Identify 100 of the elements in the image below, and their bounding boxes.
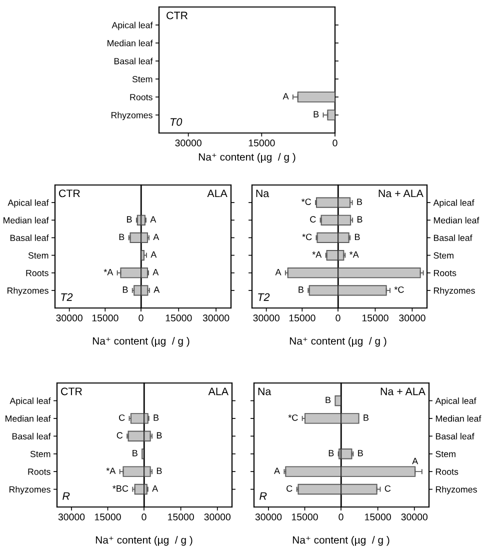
annotation: T2 xyxy=(258,293,270,301)
annotation: *C xyxy=(302,234,312,240)
annotation: R xyxy=(260,492,267,500)
annotation: B xyxy=(358,450,363,456)
x-axis-title: Na⁺ content (µg / g ) xyxy=(92,337,190,347)
annotation: B xyxy=(156,432,162,438)
y-tick-label: Median leaf xyxy=(4,216,49,224)
annotation: *C xyxy=(394,286,404,293)
y-tick-label: Stem xyxy=(30,450,50,458)
annotation: *A xyxy=(104,268,114,276)
y-tick-label: Basal leaf xyxy=(114,58,153,64)
annotation: C xyxy=(116,432,123,439)
x-axis-title: Na⁺ content (µg / g ) xyxy=(96,536,192,546)
x-axis-title: Na⁺ content (µg / g ) xyxy=(290,337,386,347)
annotation: *A xyxy=(349,251,359,258)
x-tick-label: 0 xyxy=(336,314,340,322)
annotation: Na + ALA xyxy=(380,388,426,396)
y-tick-label: Apical leaf xyxy=(112,22,153,30)
y-tick-label: Basal leaf xyxy=(12,432,51,440)
y-tick-label: Rhyzomes xyxy=(9,486,50,494)
x-tick-label: 30000 xyxy=(255,514,282,520)
annotation: *BC xyxy=(112,485,128,492)
annotation: *C xyxy=(288,414,298,421)
annotation: Na + ALA xyxy=(378,190,424,198)
annotation: ALA xyxy=(207,190,228,198)
annotation: CTR xyxy=(166,12,188,20)
annotation: B xyxy=(119,234,124,240)
x-tick-label: 15000 xyxy=(362,314,388,322)
x-tick-label: 0 xyxy=(142,514,146,520)
annotation: ALA xyxy=(208,388,228,396)
y-tick-label: Stem xyxy=(434,252,454,259)
y-tick-label: Apical leaf xyxy=(8,199,49,208)
annotation: R xyxy=(62,492,70,500)
x-tick-label: 30000 xyxy=(56,314,82,322)
annotation: B xyxy=(122,286,128,293)
x-axis-title: Na⁺ content (µg / g ) xyxy=(198,153,296,163)
y-tick-label: Rhyzomes xyxy=(7,287,48,296)
y-tick-label: Roots xyxy=(28,468,50,475)
annotation: B xyxy=(127,216,132,222)
y-tick-label: Stem xyxy=(28,252,48,259)
x-tick-label: 0 xyxy=(332,140,338,146)
x-tick-label: 30000 xyxy=(175,140,202,146)
y-tick-label: Basal leaf xyxy=(10,234,49,242)
y-tick-label: Rhyzomes xyxy=(111,112,152,120)
y-tick-label: Apical leaf xyxy=(433,199,474,208)
y-tick-label: Basal leaf xyxy=(434,234,472,242)
y-tick-label: Apical leaf xyxy=(435,397,476,406)
annotation: A xyxy=(150,251,157,258)
annotation: B xyxy=(357,198,362,205)
y-tick-label: Rhyzomes xyxy=(436,486,477,494)
y-tick-label: Apical leaf xyxy=(10,397,51,406)
annotation: *A xyxy=(312,251,322,258)
y-tick-label: Roots xyxy=(434,270,456,276)
annotation: *A xyxy=(106,468,116,474)
x-tick-label: 15000 xyxy=(92,314,118,322)
annotation: B xyxy=(132,450,138,456)
annotation: A xyxy=(153,234,160,240)
y-tick-label: Stem xyxy=(132,76,152,82)
y-tick-label: Roots xyxy=(26,270,48,276)
annotation: CTR xyxy=(58,190,80,198)
annotation: B xyxy=(154,414,159,421)
x-tick-label: 30000 xyxy=(58,514,85,520)
y-tick-label: Stem xyxy=(436,450,456,458)
annotation: B xyxy=(314,111,319,118)
y-tick-label: Median leaf xyxy=(6,415,51,422)
x-tick-label: 15000 xyxy=(168,514,194,520)
x-tick-label: 15000 xyxy=(289,314,316,322)
y-tick-label: Median leaf xyxy=(434,216,480,224)
annotation: A xyxy=(154,286,160,293)
y-tick-label: Median leaf xyxy=(108,40,153,46)
y-tick-label: Roots xyxy=(436,468,458,475)
annotation: B xyxy=(357,216,362,222)
x-tick-label: 30000 xyxy=(202,314,230,322)
annotation: A xyxy=(275,268,282,276)
annotation: *C xyxy=(301,198,312,205)
x-tick-label: 15000 xyxy=(248,140,275,146)
annotation: Na xyxy=(258,388,272,396)
x-tick-label: 0 xyxy=(338,514,344,520)
annotation: B xyxy=(364,414,369,421)
annotation: T2 xyxy=(61,293,73,301)
x-tick-label: 15000 xyxy=(365,514,391,520)
y-tick-label: Rhyzomes xyxy=(434,287,475,296)
annotation: C xyxy=(310,216,316,223)
y-tick-label: Basal leaf xyxy=(436,432,474,440)
x-tick-label: 15000 xyxy=(292,514,318,520)
annotation: B xyxy=(326,396,331,404)
x-tick-label: 30000 xyxy=(401,514,428,520)
x-tick-label: 15000 xyxy=(166,314,192,322)
y-tick-label: Median leaf xyxy=(436,415,482,422)
annotation: A xyxy=(150,216,156,222)
x-axis-title: Na⁺ content (µg / g ) xyxy=(292,536,390,546)
bar xyxy=(334,395,341,406)
x-tick-label: 30000 xyxy=(253,314,280,322)
annotation: B xyxy=(156,468,162,474)
annotation: B xyxy=(328,450,334,456)
annotation: B xyxy=(354,234,360,240)
y-tick-label: Roots xyxy=(130,94,152,100)
annotation: A xyxy=(274,468,280,474)
annotation: A xyxy=(282,93,289,100)
x-tick-label: 15000 xyxy=(94,514,121,520)
